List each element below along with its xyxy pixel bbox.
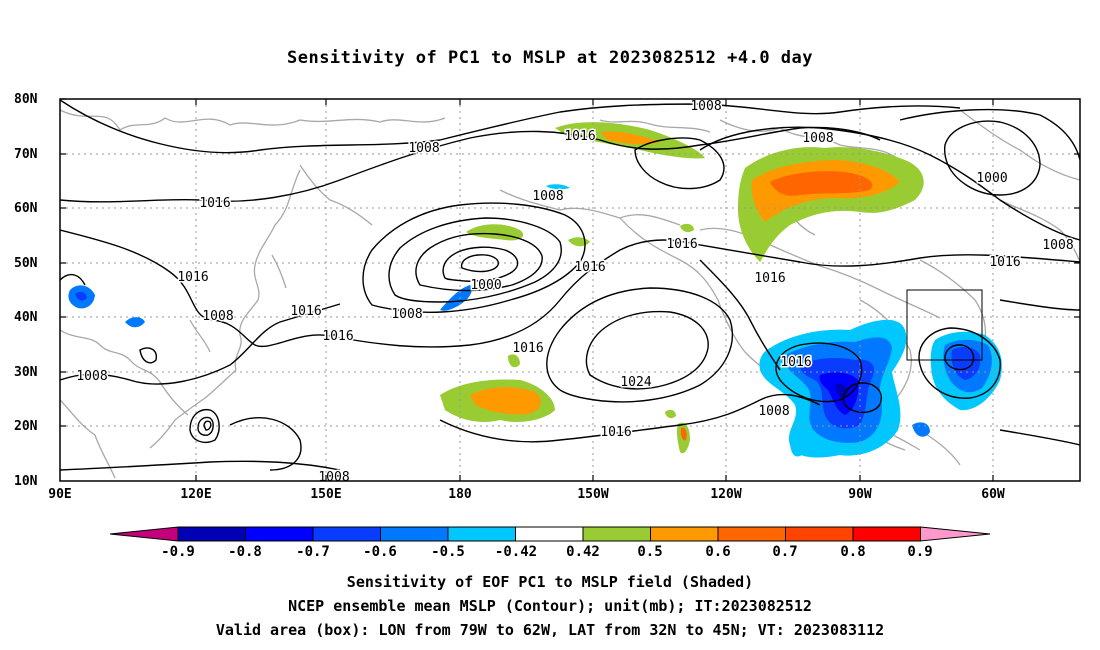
- lon-label: 150W: [577, 487, 609, 502]
- map-title: Sensitivity of PC1 to MSLP at 2023082512…: [286, 48, 813, 68]
- colorbar-label: -0.7: [296, 544, 330, 560]
- lon-label: 150E: [310, 487, 342, 502]
- lat-label: 80N: [14, 92, 38, 107]
- colorbar-cell-10: [785, 526, 854, 542]
- contour-label: 1016: [574, 260, 605, 275]
- valid-area-box: [906, 289, 983, 361]
- colorbar-cell-5: [447, 526, 516, 542]
- contour-label: 1016: [989, 255, 1020, 270]
- colorbar-cell-9: [717, 526, 786, 542]
- colorbar-cell-0: [109, 526, 179, 542]
- contour-label: 1016: [290, 304, 321, 319]
- positive-sensitivity-shading: [440, 122, 924, 454]
- lat-label: 10N: [14, 474, 38, 489]
- colorbar-label: -0.42: [494, 544, 538, 560]
- lat-label: 50N: [14, 256, 38, 271]
- contour-label: 1008: [802, 131, 833, 146]
- lon-label: 120E: [180, 487, 212, 502]
- colorbar-label: -0.8: [228, 544, 262, 560]
- contour-label: 1016: [600, 425, 631, 440]
- colorbar-cell-1: [177, 526, 246, 542]
- colorbar-cell-7: [582, 526, 651, 542]
- colorbar: [109, 526, 991, 542]
- lat-label: 40N: [14, 310, 38, 325]
- colorbar-cell-4: [380, 526, 449, 542]
- contour-label: 1024: [620, 375, 651, 390]
- contour-label: 1016: [780, 355, 811, 370]
- contour-labels: 1008 1008 1016 1008 1000 1016 1008 1016 …: [75, 98, 1075, 487]
- colorbar-cell-12: [920, 526, 991, 542]
- colorbar-cell-3: [312, 526, 381, 542]
- colorbar-cell-8: [650, 526, 719, 542]
- contour-label: 1008: [532, 189, 563, 204]
- colorbar-label: 0.8: [840, 544, 866, 560]
- contour-label: 1016: [199, 196, 230, 211]
- lon-label: 90E: [48, 487, 72, 502]
- contour-label: 1016: [322, 329, 353, 344]
- caption-line-1: Sensitivity of EOF PC1 to MSLP field (Sh…: [346, 573, 754, 591]
- lon-label: 90W: [848, 487, 872, 502]
- colorbar-label: 0.42: [566, 544, 600, 560]
- lat-label: 70N: [14, 147, 38, 162]
- contour-label: 1008: [318, 470, 349, 485]
- colorbar-label: 0.9: [907, 544, 933, 560]
- lat-label: 60N: [14, 201, 38, 216]
- contour-label: 1008: [391, 307, 422, 322]
- lat-lon-grid: [60, 99, 1080, 481]
- contour-label: 1000: [470, 278, 501, 293]
- mslp-contours: [60, 99, 1080, 471]
- axis-ticks: [60, 98, 1080, 481]
- colorbar-cell-2: [245, 526, 314, 542]
- contour-label: 1008: [408, 141, 439, 156]
- caption-line-2: NCEP ensemble mean MSLP (Contour); unit(…: [288, 597, 812, 615]
- contour-label: 1008: [690, 99, 721, 114]
- contour-label: 1016: [512, 341, 543, 356]
- colorbar-label: -0.5: [431, 544, 465, 560]
- caption-line-3: Valid area (box): LON from 79W to 62W, L…: [215, 621, 885, 639]
- contour-label: 1008: [76, 369, 107, 384]
- colorbar-label: 0.6: [705, 544, 731, 560]
- coastlines: [60, 109, 1080, 479]
- contour-label: 1016: [666, 237, 697, 252]
- contour-label: 1016: [177, 270, 208, 285]
- colorbar-label: -0.9: [161, 544, 195, 560]
- lon-label: 60W: [981, 487, 1005, 502]
- contour-label: 1008: [1042, 238, 1073, 253]
- contour-label: 1008: [758, 404, 789, 419]
- map-frame: [59, 98, 1081, 482]
- lon-label: 180: [448, 487, 472, 502]
- contour-label: 1016: [754, 271, 785, 286]
- colorbar-label: 0.7: [772, 544, 798, 560]
- colorbar-cell-11: [852, 526, 921, 542]
- colorbar-label: 0.5: [637, 544, 663, 560]
- lat-label: 20N: [14, 419, 38, 434]
- contour-label: 1000: [976, 171, 1007, 186]
- negative-sensitivity-shading: [68, 184, 1002, 458]
- contour-label: 1008: [202, 309, 233, 324]
- colorbar-label: -0.6: [363, 544, 397, 560]
- colorbar-cell-6: [515, 526, 584, 542]
- lat-label: 30N: [14, 365, 38, 380]
- contour-label: 1016: [564, 129, 595, 144]
- lon-label: 120W: [710, 487, 742, 502]
